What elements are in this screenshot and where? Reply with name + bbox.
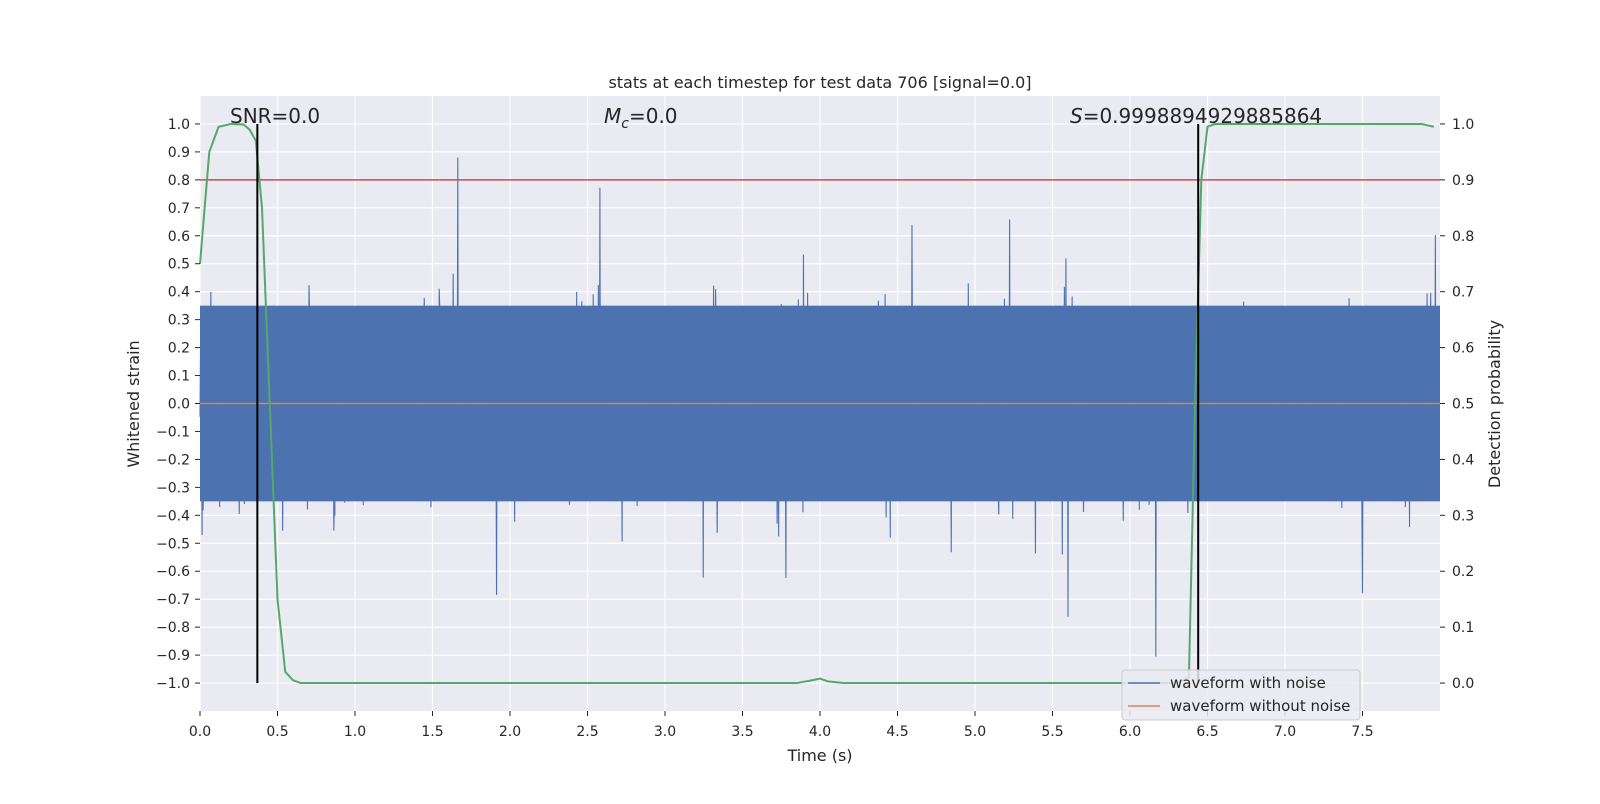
y-left-tick-label: −0.2 [156, 452, 190, 468]
y-left-tick-label: −0.1 [156, 424, 190, 440]
y-left-tick-label: 0.3 [168, 313, 190, 329]
y-left-tick-label: −0.8 [156, 620, 190, 636]
y-left-tick-label: 0.8 [168, 173, 190, 189]
x-tick-label: 4.0 [809, 724, 831, 740]
marker-lines [256, 123, 1200, 684]
x-tick-label: 5.0 [964, 724, 986, 740]
y-left-tick-label: 1.0 [168, 117, 190, 133]
x-tick-label: 7.0 [1274, 724, 1296, 740]
y-left-tick-label: −0.7 [156, 592, 190, 608]
y-left-tick-label: 0.5 [168, 257, 190, 273]
y-axis-right-label: Detection probability [1485, 320, 1504, 488]
y-right-tick-label: 0.9 [1452, 173, 1474, 189]
chart-title: stats at each timestep for test data 706… [608, 73, 1031, 92]
y-right-tick-label: 0.4 [1452, 452, 1474, 468]
noise-trace [199, 157, 1441, 657]
y-right-tick-label: 0.7 [1452, 285, 1474, 301]
y-left-tick-label: −0.9 [156, 648, 190, 664]
legend-box [1121, 669, 1361, 721]
x-tick-label: 5.5 [1041, 724, 1063, 740]
legend: waveform with noise waveform without noi… [1121, 669, 1361, 721]
x-tick-label: 0.5 [266, 724, 288, 740]
y-left-tick-label: 0.4 [168, 285, 190, 301]
x-tick-label: 3.0 [654, 724, 676, 740]
y-right-tick-label: 0.2 [1452, 564, 1474, 580]
y-left-tick-label: 0.7 [168, 201, 190, 217]
y-left-tick-label: 0.1 [168, 369, 190, 385]
y-axis-right-ticks: 1.0 0.9 0.8 0.7 0.6 0.5 0.4 0.3 0.2 0.1 0.0 [1440, 117, 1474, 692]
y-left-tick-label: 0.2 [168, 341, 190, 357]
y-right-tick-label: 0.5 [1452, 397, 1474, 413]
x-tick-label: 0.0 [189, 724, 211, 740]
series-detection-probability [199, 122, 1435, 685]
y-right-tick-label: 0.8 [1452, 229, 1474, 245]
annotation-chirp-mass-symbol: M [604, 104, 621, 128]
y-left-tick-label: −0.4 [156, 508, 190, 524]
y-left-tick-label: −0.6 [156, 564, 190, 580]
x-axis-label: Time (s) [786, 746, 852, 765]
y-left-tick-label: 0.9 [168, 145, 190, 161]
x-tick-label: 2.0 [499, 724, 521, 740]
x-tick-label: 3.5 [731, 724, 753, 740]
y-left-tick-label: −0.5 [156, 536, 190, 552]
y-right-tick-label: 0.6 [1452, 341, 1474, 357]
y-left-tick-label: −0.3 [156, 480, 190, 496]
annotation-snr: SNR=0.0 [230, 104, 320, 128]
y-left-tick-label: −1.0 [156, 676, 190, 692]
annotation-chirp-mass-subscript: c [621, 116, 629, 132]
legend-label-waveform-with-noise: waveform with noise [1170, 674, 1326, 692]
x-tick-label: 4.5 [886, 724, 908, 740]
y-axis-left-label: Whitened strain [124, 340, 143, 467]
legend-label-waveform-without-noise: waveform without noise [1170, 697, 1350, 715]
x-tick-label: 6.0 [1119, 724, 1141, 740]
annotation-chirp-mass-value: =0.0 [629, 104, 678, 128]
plot-series [199, 122, 1441, 685]
annotation-s-value: =0.9998894929885864 [1083, 104, 1322, 128]
x-tick-label: 1.0 [344, 724, 366, 740]
x-tick-label: 2.5 [576, 724, 598, 740]
y-left-tick-label: 0.0 [168, 397, 190, 413]
y-right-tick-label: 1.0 [1452, 117, 1474, 133]
y-right-tick-label: 0.1 [1452, 620, 1474, 636]
annotation-s-symbol: S [1070, 104, 1083, 128]
annotation-s: S=0.9998894929885864 [1070, 104, 1322, 128]
x-tick-label: 6.5 [1196, 724, 1218, 740]
annotation-chirp-mass: Mc=0.0 [604, 104, 678, 132]
y-axis-left-ticks: 1.0 0.9 0.8 0.7 0.6 0.5 0.4 0.3 0.2 0.1 0.0 −0.1 −0.… [156, 117, 200, 692]
y-left-tick-label: 0.6 [168, 229, 190, 245]
y-right-tick-label: 0.0 [1452, 676, 1474, 692]
x-tick-label: 1.5 [421, 724, 443, 740]
y-right-tick-label: 0.3 [1452, 508, 1474, 524]
x-axis-ticks: 0.0 0.5 1.0 1.5 2.0 2.5 3.0 3.5 4.0 4.5 5.0 5.5 6.0 6… [189, 711, 1374, 740]
x-tick-label: 7.5 [1351, 724, 1373, 740]
